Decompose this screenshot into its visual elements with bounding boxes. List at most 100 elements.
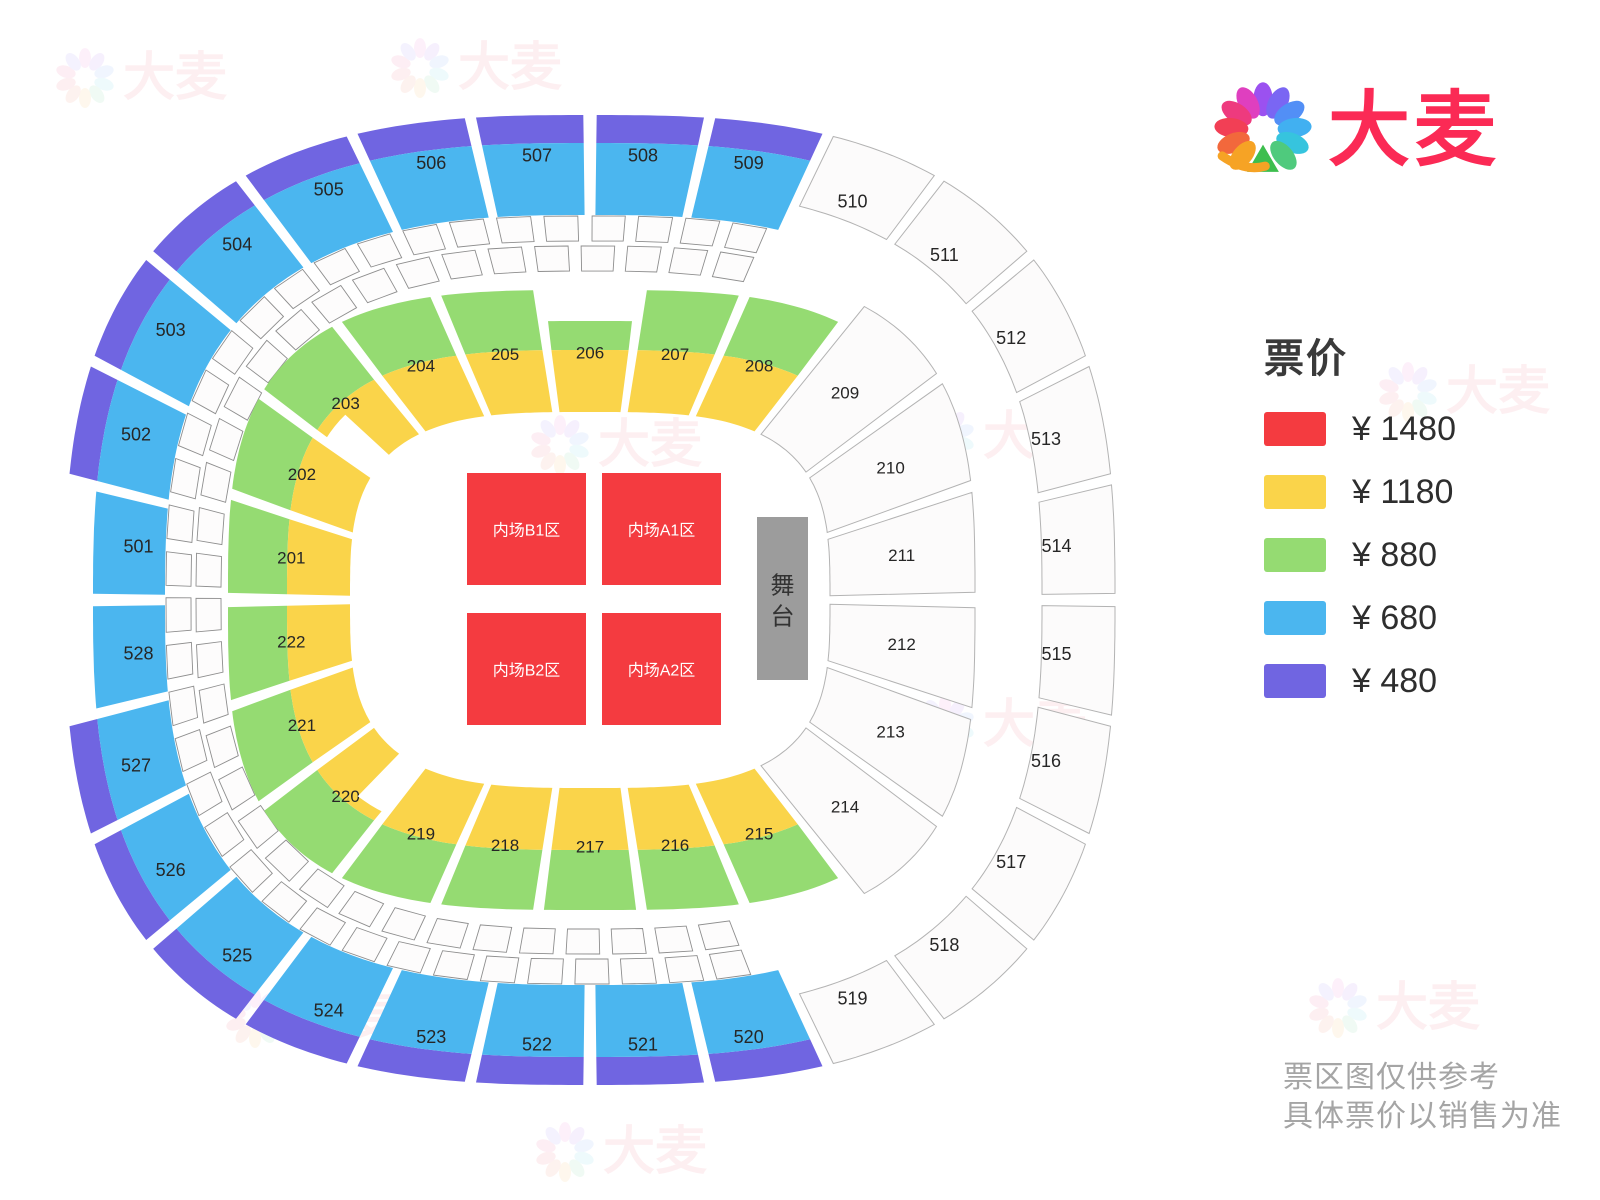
section-524[interactable]: 524	[245, 936, 393, 1064]
section-shape[interactable]	[121, 279, 231, 407]
section-shape[interactable]	[798, 135, 936, 241]
section-shape[interactable]	[465, 350, 553, 416]
section-shape[interactable]	[369, 146, 489, 230]
section-shape[interactable]	[627, 784, 715, 850]
section-505[interactable]: 505	[245, 136, 393, 264]
section-shape[interactable]	[176, 205, 304, 324]
section-514[interactable]: 514	[1038, 484, 1116, 595]
section-213[interactable]: 213	[809, 666, 972, 817]
section-518[interactable]: 518	[894, 895, 1028, 1020]
section-shape[interactable]	[482, 983, 585, 1057]
section-shape[interactable]	[827, 491, 976, 597]
section-521[interactable]: 521	[595, 983, 704, 1085]
section-shape[interactable]	[287, 519, 352, 596]
floor-zone-shape[interactable]	[602, 473, 721, 585]
section-shape[interactable]	[827, 603, 976, 709]
section-508[interactable]: 508	[595, 115, 704, 217]
section-216[interactable]: 216	[627, 784, 739, 910]
section-222[interactable]: 222	[228, 604, 352, 701]
section-525[interactable]: 525	[153, 876, 304, 1019]
section-506[interactable]: 506	[357, 118, 489, 230]
section-shape[interactable]	[465, 784, 553, 850]
section-shape[interactable]	[93, 605, 168, 709]
section-shape[interactable]	[382, 768, 485, 845]
section-shape[interactable]	[382, 355, 485, 432]
section-201[interactable]: 201	[228, 499, 352, 596]
section-209[interactable]: 209	[760, 305, 938, 473]
section-204[interactable]: 204	[341, 297, 485, 432]
section-220[interactable]: 220	[264, 727, 419, 874]
section-215[interactable]: 215	[695, 768, 839, 903]
section-219[interactable]: 219	[341, 768, 485, 903]
section-shape[interactable]	[971, 806, 1087, 941]
section-shape[interactable]	[695, 355, 798, 432]
section-shape[interactable]	[809, 383, 972, 534]
section-210[interactable]: 210	[809, 383, 972, 534]
section-shape[interactable]	[798, 959, 936, 1065]
floor-zone-A1[interactable]: 内场A1区	[602, 473, 721, 585]
section-shape[interactable]	[809, 666, 972, 817]
section-523[interactable]: 523	[357, 970, 489, 1082]
section-520[interactable]: 520	[691, 970, 823, 1082]
section-shape[interactable]	[760, 305, 938, 473]
section-shape[interactable]	[317, 727, 419, 821]
floor-zone-B2[interactable]: 内场B2区	[467, 613, 586, 725]
section-217[interactable]: 217	[543, 787, 637, 910]
section-205[interactable]: 205	[441, 290, 553, 416]
section-shape[interactable]	[695, 768, 798, 845]
section-shape[interactable]	[551, 350, 629, 413]
section-509[interactable]: 509	[691, 118, 823, 230]
section-shape[interactable]	[551, 787, 629, 850]
section-516[interactable]: 516	[1019, 706, 1112, 835]
floor-zone-B1[interactable]: 内场B1区	[467, 473, 586, 585]
section-shape[interactable]	[97, 700, 186, 820]
floor-zone-shape[interactable]	[467, 473, 586, 585]
section-510[interactable]: 510	[798, 135, 936, 241]
section-shape[interactable]	[264, 163, 393, 264]
section-shape[interactable]	[1038, 605, 1116, 716]
section-shape[interactable]	[595, 983, 698, 1057]
section-shape[interactable]	[894, 180, 1028, 305]
section-shape[interactable]	[264, 936, 393, 1037]
section-shape[interactable]	[627, 350, 715, 416]
section-522[interactable]: 522	[476, 983, 585, 1085]
section-shape[interactable]	[290, 667, 371, 763]
section-503[interactable]: 503	[94, 260, 231, 407]
section-shape[interactable]	[1019, 365, 1112, 494]
section-shape[interactable]	[595, 143, 698, 217]
section-shape[interactable]	[290, 437, 371, 533]
section-211[interactable]: 211	[827, 491, 976, 597]
section-202[interactable]: 202	[232, 398, 371, 533]
section-214[interactable]: 214	[760, 727, 938, 895]
section-208[interactable]: 208	[695, 297, 839, 432]
section-517[interactable]: 517	[971, 806, 1087, 941]
section-shape[interactable]	[971, 259, 1087, 394]
section-515[interactable]: 515	[1038, 605, 1116, 716]
floor-zone-A2[interactable]: 内场A2区	[602, 613, 721, 725]
section-511[interactable]: 511	[894, 180, 1028, 305]
section-shape[interactable]	[176, 876, 304, 995]
section-shape[interactable]	[369, 970, 489, 1054]
section-212[interactable]: 212	[827, 603, 976, 709]
section-218[interactable]: 218	[441, 784, 553, 910]
section-shape[interactable]	[121, 793, 231, 921]
section-504[interactable]: 504	[153, 181, 304, 324]
section-shape[interactable]	[1038, 484, 1116, 595]
section-shape[interactable]	[97, 380, 186, 500]
section-shape[interactable]	[1019, 706, 1112, 835]
section-527[interactable]: 527	[69, 700, 187, 834]
section-shape[interactable]	[93, 491, 168, 595]
section-512[interactable]: 512	[971, 259, 1087, 394]
section-shape[interactable]	[482, 143, 585, 217]
section-203[interactable]: 203	[264, 326, 419, 473]
section-513[interactable]: 513	[1019, 365, 1112, 494]
section-shape[interactable]	[894, 895, 1028, 1020]
section-502[interactable]: 502	[69, 366, 187, 500]
section-507[interactable]: 507	[476, 115, 585, 217]
section-shape[interactable]	[287, 604, 352, 681]
section-501[interactable]: 501	[93, 491, 168, 595]
section-207[interactable]: 207	[627, 290, 739, 416]
section-shape[interactable]	[691, 970, 811, 1054]
section-526[interactable]: 526	[94, 793, 231, 940]
section-206[interactable]: 206	[548, 321, 632, 413]
